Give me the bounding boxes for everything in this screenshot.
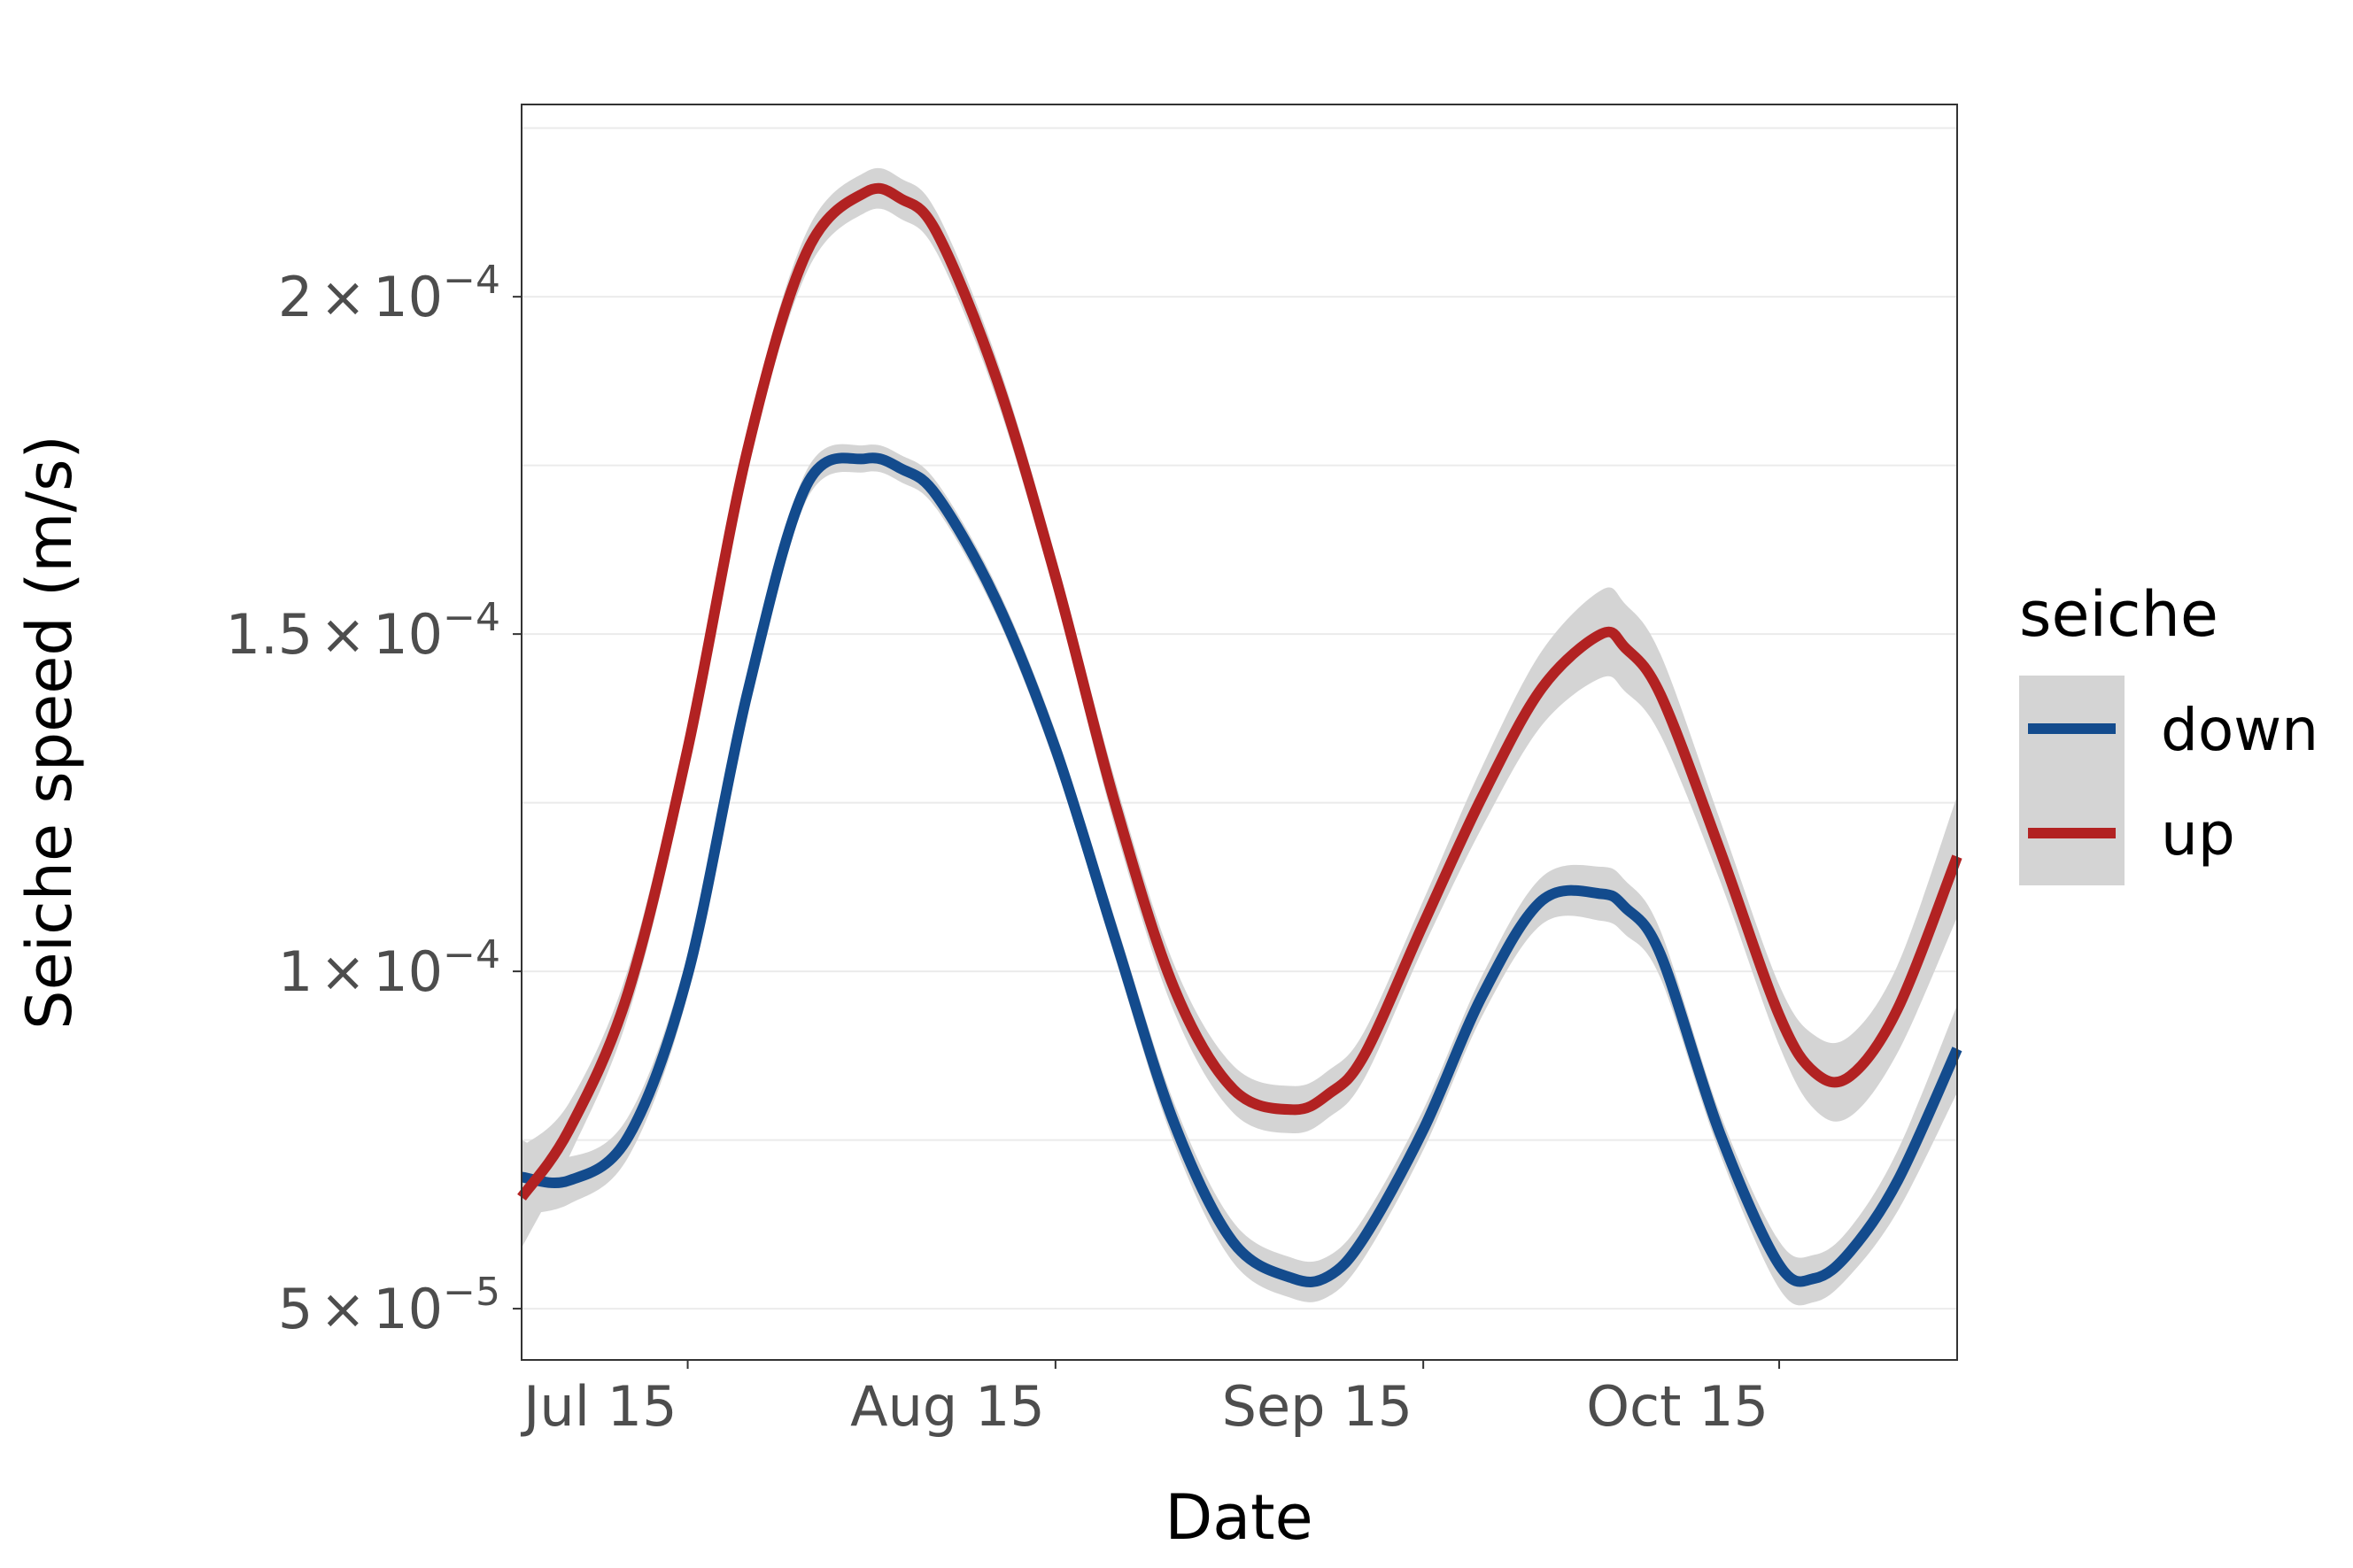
legend-label-up: up (2161, 800, 2235, 869)
legend-items: down up (2028, 696, 2318, 869)
y-tick-label: 1.5 × 10−4 (226, 595, 500, 667)
x-axis: Jul 15 Aug 15 Sep 15 Oct 15 (520, 1360, 1781, 1439)
y-axis-title: Seiche speed (m/s) (13, 435, 86, 1030)
x-tick-label: Oct 15 (1586, 1374, 1769, 1439)
series-lines (517, 182, 1962, 1287)
x-tick-label: Aug 15 (850, 1374, 1045, 1439)
y-tick-label: 1 × 10−4 (278, 932, 500, 1004)
y-axis: 5 × 10−5 1 × 10−4 1.5 × 10−4 2 × 10−4 (226, 258, 522, 1341)
x-axis-title: Date (1165, 1481, 1312, 1554)
y-tick-label: 5 × 10−5 (278, 1270, 500, 1341)
x-tick-label: Jul 15 (520, 1374, 677, 1439)
legend-key-background (2019, 676, 2125, 885)
plot-panel-background (522, 104, 1957, 1360)
legend-title: seiche (2019, 578, 2218, 651)
plot-panel-border (521, 104, 1958, 1361)
series-line-up (517, 182, 1962, 1201)
legend: seiche down up (2019, 578, 2318, 885)
grid-lines (522, 127, 1957, 1310)
series-line-down (521, 452, 1962, 1287)
x-tick-label: Sep 15 (1222, 1374, 1413, 1439)
y-tick-label: 2 × 10−4 (278, 258, 500, 329)
legend-label-down: down (2161, 696, 2318, 764)
